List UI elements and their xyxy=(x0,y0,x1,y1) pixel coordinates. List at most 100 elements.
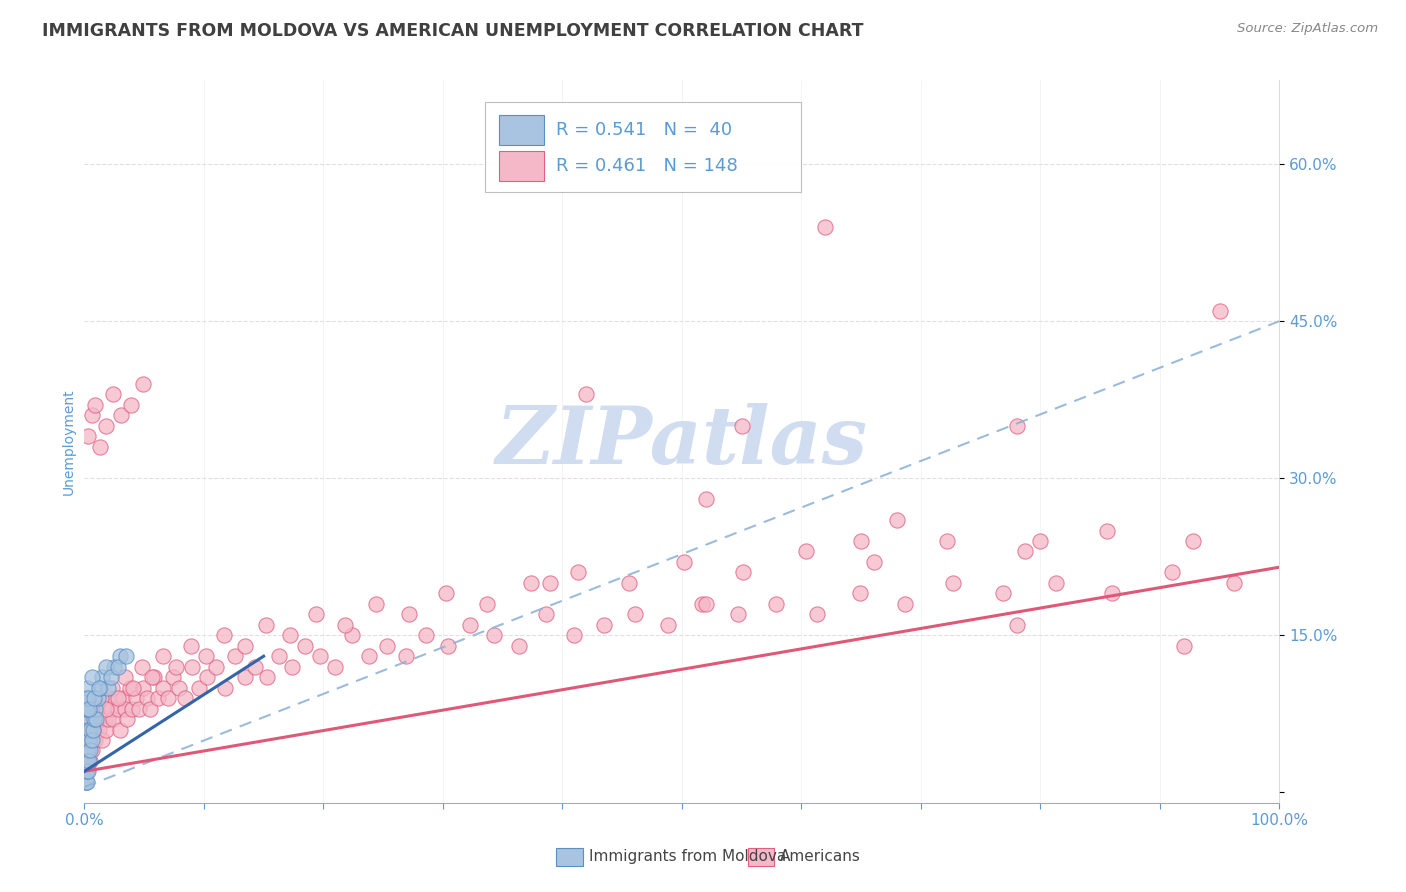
Text: IMMIGRANTS FROM MOLDOVA VS AMERICAN UNEMPLOYMENT CORRELATION CHART: IMMIGRANTS FROM MOLDOVA VS AMERICAN UNEM… xyxy=(42,22,863,40)
Point xyxy=(1101,586,1123,600)
Point xyxy=(814,219,837,234)
Point xyxy=(101,712,124,726)
Point xyxy=(91,733,114,747)
Point xyxy=(79,743,101,757)
Point xyxy=(76,764,98,779)
Point xyxy=(254,617,277,632)
Point xyxy=(76,681,98,695)
Point xyxy=(77,733,100,747)
Point xyxy=(1173,639,1195,653)
Point xyxy=(415,628,437,642)
Point xyxy=(89,701,111,715)
Point xyxy=(84,733,107,747)
Point xyxy=(117,712,139,726)
Point xyxy=(76,712,98,726)
Point xyxy=(82,712,104,726)
Point xyxy=(79,723,101,737)
Point xyxy=(75,754,97,768)
Point xyxy=(128,701,150,715)
Point xyxy=(77,701,100,715)
Point xyxy=(520,575,543,590)
Point xyxy=(76,754,98,768)
Point xyxy=(765,597,787,611)
Point xyxy=(181,659,204,673)
Point xyxy=(80,733,103,747)
Point xyxy=(76,733,98,747)
Point xyxy=(75,764,97,779)
Point xyxy=(131,659,153,673)
Point xyxy=(125,691,148,706)
Point xyxy=(205,659,228,673)
Point xyxy=(564,628,586,642)
Point xyxy=(993,586,1015,600)
Point xyxy=(76,754,98,768)
Point xyxy=(86,701,108,715)
Point xyxy=(77,723,100,737)
Point xyxy=(851,534,873,549)
Point xyxy=(94,723,117,737)
Point xyxy=(80,670,103,684)
Point xyxy=(1005,617,1028,632)
Point xyxy=(224,649,246,664)
Point xyxy=(90,691,112,706)
Point xyxy=(308,649,330,664)
Point xyxy=(114,701,136,715)
Point xyxy=(188,681,211,695)
Point xyxy=(195,649,218,664)
Point xyxy=(162,670,184,684)
Point xyxy=(673,555,696,569)
Point xyxy=(101,681,124,695)
Point xyxy=(83,723,105,737)
Point xyxy=(77,754,100,768)
Point xyxy=(120,398,142,412)
Point xyxy=(727,607,749,622)
Point xyxy=(97,712,120,726)
Point xyxy=(121,701,143,715)
Point xyxy=(305,607,328,622)
Point xyxy=(101,387,124,401)
Point xyxy=(110,409,132,423)
Point xyxy=(269,649,291,664)
Point xyxy=(294,639,316,653)
Point xyxy=(86,691,108,706)
Point xyxy=(567,566,589,580)
Point xyxy=(86,712,108,726)
Point xyxy=(86,712,108,726)
Point xyxy=(139,701,162,715)
Point xyxy=(77,733,100,747)
Point xyxy=(436,586,458,600)
Point xyxy=(86,723,108,737)
Point xyxy=(357,649,380,664)
Point xyxy=(110,649,132,664)
Point xyxy=(84,712,107,726)
Point xyxy=(77,733,100,747)
Point xyxy=(731,566,754,580)
Point xyxy=(83,712,105,726)
Point xyxy=(75,754,97,768)
Point xyxy=(103,659,125,673)
Point xyxy=(233,670,256,684)
Point xyxy=(77,743,100,757)
Point xyxy=(1005,418,1028,433)
Point xyxy=(132,376,155,391)
Point xyxy=(107,659,129,673)
Point xyxy=(94,418,117,433)
Point xyxy=(1182,534,1205,549)
Point xyxy=(1161,566,1184,580)
Y-axis label: Unemployment: Unemployment xyxy=(62,388,76,495)
Point xyxy=(79,712,101,726)
Point xyxy=(76,764,98,779)
Point xyxy=(863,555,886,569)
Point xyxy=(114,670,136,684)
Point xyxy=(695,597,717,611)
Point xyxy=(77,429,100,443)
Point xyxy=(135,691,157,706)
Point xyxy=(77,743,100,757)
Point xyxy=(77,723,100,737)
Point xyxy=(375,639,398,653)
Point xyxy=(82,723,104,737)
Point xyxy=(1097,524,1119,538)
Point xyxy=(894,597,917,611)
Point xyxy=(233,639,256,653)
Point xyxy=(256,670,278,684)
